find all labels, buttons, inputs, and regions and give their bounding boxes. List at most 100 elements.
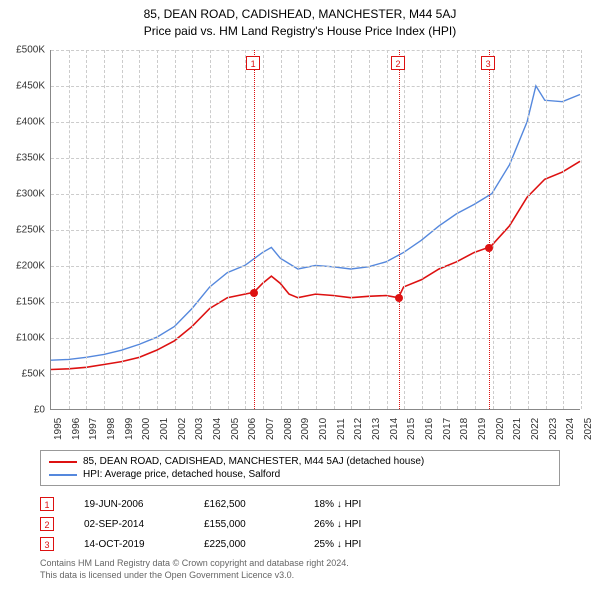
y-axis-tick-label: £300K xyxy=(0,189,45,200)
x-axis-tick-label: 2002 xyxy=(177,418,188,440)
y-axis-tick-label: £200K xyxy=(0,261,45,272)
event-delta: 25% ↓ HPI xyxy=(314,539,424,550)
gridline-vertical xyxy=(387,50,388,409)
event-date: 19-JUN-2006 xyxy=(84,499,174,510)
footer-line2: This data is licensed under the Open Gov… xyxy=(40,570,349,582)
event-marker-line xyxy=(489,50,490,409)
y-axis-tick-label: £250K xyxy=(0,225,45,236)
x-axis-tick-label: 2009 xyxy=(300,418,311,440)
gridline-vertical xyxy=(122,50,123,409)
event-marker-badge: 3 xyxy=(481,56,495,70)
y-axis-tick-label: £150K xyxy=(0,297,45,308)
x-axis-tick-label: 2023 xyxy=(548,418,559,440)
x-axis-tick-label: 2010 xyxy=(318,418,329,440)
x-axis-tick-label: 1995 xyxy=(53,418,64,440)
x-axis-tick-label: 2014 xyxy=(389,418,400,440)
x-axis-tick-label: 2013 xyxy=(371,418,382,440)
gridline-vertical xyxy=(440,50,441,409)
title-line2: Price paid vs. HM Land Registry's House … xyxy=(0,23,600,40)
gridline-vertical xyxy=(475,50,476,409)
gridline-vertical xyxy=(281,50,282,409)
event-row: 202-SEP-2014£155,00026% ↓ HPI xyxy=(40,514,560,534)
event-marker-line xyxy=(399,50,400,409)
event-row-badge: 1 xyxy=(40,497,54,511)
gridline-vertical xyxy=(546,50,547,409)
legend-label: HPI: Average price, detached house, Salf… xyxy=(83,469,280,480)
gridline-vertical xyxy=(228,50,229,409)
gridline-vertical xyxy=(86,50,87,409)
x-axis-tick-label: 2025 xyxy=(583,418,594,440)
gridline-vertical xyxy=(422,50,423,409)
y-axis-tick-label: £100K xyxy=(0,333,45,344)
y-axis-tick-label: £450K xyxy=(0,81,45,92)
x-axis-tick-label: 2003 xyxy=(194,418,205,440)
x-axis-tick-label: 2015 xyxy=(406,418,417,440)
event-marker-badge: 1 xyxy=(246,56,260,70)
gridline-vertical xyxy=(351,50,352,409)
x-axis-tick-label: 1997 xyxy=(88,418,99,440)
event-row: 314-OCT-2019£225,00025% ↓ HPI xyxy=(40,534,560,554)
y-axis-tick-label: £50K xyxy=(0,369,45,380)
gridline-vertical xyxy=(245,50,246,409)
y-axis-tick-label: £0 xyxy=(0,405,45,416)
y-axis-tick-label: £400K xyxy=(0,117,45,128)
event-data-point xyxy=(250,289,258,297)
gridline-vertical xyxy=(528,50,529,409)
gridline-vertical xyxy=(404,50,405,409)
x-axis-tick-label: 2005 xyxy=(230,418,241,440)
x-axis-tick-label: 2012 xyxy=(353,418,364,440)
legend-swatch xyxy=(49,461,77,463)
gridline-vertical xyxy=(563,50,564,409)
x-axis-tick-label: 2017 xyxy=(442,418,453,440)
y-axis-tick-label: £350K xyxy=(0,153,45,164)
event-price: £225,000 xyxy=(204,539,284,550)
x-axis-tick-label: 1999 xyxy=(124,418,135,440)
x-axis-tick-label: 1998 xyxy=(106,418,117,440)
gridline-vertical xyxy=(263,50,264,409)
gridline-vertical xyxy=(316,50,317,409)
footer-line1: Contains HM Land Registry data © Crown c… xyxy=(40,558,349,570)
x-axis-tick-label: 2022 xyxy=(530,418,541,440)
legend-label: 85, DEAN ROAD, CADISHEAD, MANCHESTER, M4… xyxy=(83,456,424,467)
event-data-point xyxy=(485,244,493,252)
legend-box: 85, DEAN ROAD, CADISHEAD, MANCHESTER, M4… xyxy=(40,450,560,486)
gridline-vertical xyxy=(493,50,494,409)
x-axis-tick-label: 2007 xyxy=(265,418,276,440)
title-line1: 85, DEAN ROAD, CADISHEAD, MANCHESTER, M4… xyxy=(0,6,600,23)
x-axis-tick-label: 1996 xyxy=(71,418,82,440)
gridline-vertical xyxy=(69,50,70,409)
legend-row: 85, DEAN ROAD, CADISHEAD, MANCHESTER, M4… xyxy=(49,455,551,468)
event-data-point xyxy=(395,294,403,302)
event-price: £162,500 xyxy=(204,499,284,510)
footer-attribution: Contains HM Land Registry data © Crown c… xyxy=(40,558,349,581)
chart-title-block: 85, DEAN ROAD, CADISHEAD, MANCHESTER, M4… xyxy=(0,0,600,40)
x-axis-tick-label: 2011 xyxy=(336,418,347,440)
event-row-badge: 2 xyxy=(40,517,54,531)
gridline-vertical xyxy=(457,50,458,409)
x-axis-tick-label: 2018 xyxy=(459,418,470,440)
event-date: 02-SEP-2014 xyxy=(84,519,174,530)
chart-plot-area xyxy=(50,50,580,410)
legend-swatch xyxy=(49,474,77,476)
x-axis-tick-label: 2019 xyxy=(477,418,488,440)
events-table: 119-JUN-2006£162,50018% ↓ HPI202-SEP-201… xyxy=(40,494,560,554)
x-axis-tick-label: 2024 xyxy=(565,418,576,440)
x-axis-tick-label: 2004 xyxy=(212,418,223,440)
gridline-vertical xyxy=(298,50,299,409)
y-axis-tick-label: £500K xyxy=(0,45,45,56)
x-axis-tick-label: 2000 xyxy=(141,418,152,440)
gridline-vertical xyxy=(581,50,582,409)
gridline-vertical xyxy=(157,50,158,409)
x-axis-tick-label: 2016 xyxy=(424,418,435,440)
gridline-vertical xyxy=(369,50,370,409)
gridline-vertical xyxy=(192,50,193,409)
event-marker-badge: 2 xyxy=(391,56,405,70)
x-axis-tick-label: 2008 xyxy=(283,418,294,440)
x-axis-tick-label: 2021 xyxy=(512,418,523,440)
gridline-vertical xyxy=(210,50,211,409)
legend-row: HPI: Average price, detached house, Salf… xyxy=(49,468,551,481)
x-axis-tick-label: 2006 xyxy=(247,418,258,440)
event-row: 119-JUN-2006£162,50018% ↓ HPI xyxy=(40,494,560,514)
gridline-vertical xyxy=(104,50,105,409)
x-axis-tick-label: 2001 xyxy=(159,418,170,440)
